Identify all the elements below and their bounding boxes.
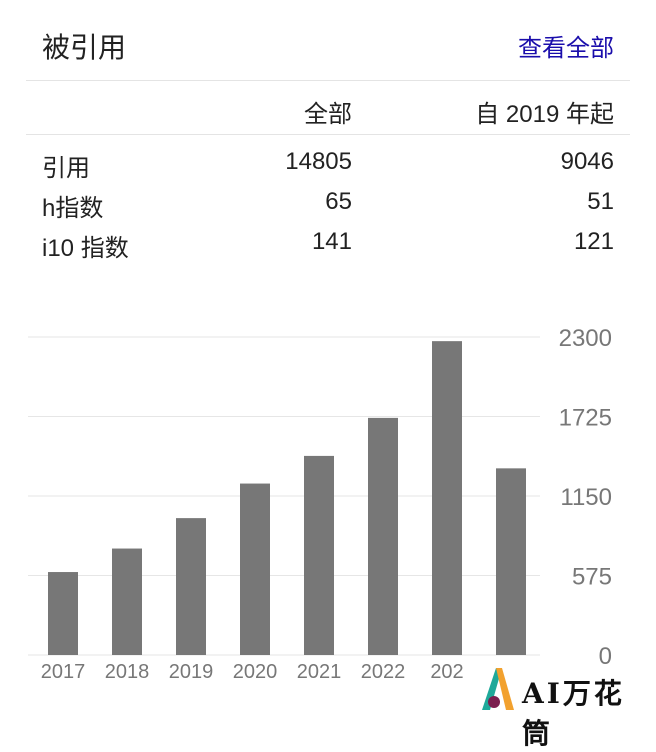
metric-since: 121: [573, 228, 614, 255]
table-row: h指数 65 51: [42, 188, 614, 228]
x-tick-label: 2019: [169, 661, 214, 683]
y-tick-label: 1725: [559, 405, 612, 432]
bar-2017[interactable]: [48, 572, 78, 655]
column-header-since: 自 2019 年起: [475, 101, 614, 128]
x-tick-label: 2020: [233, 661, 278, 683]
stats-body: 引用 14805 9046 h指数 65 51 i10 指数 141 121: [42, 148, 614, 268]
bar-2018[interactable]: [112, 548, 142, 655]
y-tick-label: 2300: [559, 325, 612, 352]
column-header-all: 全部: [304, 101, 352, 128]
citations-header: 被引用 查看全部: [42, 26, 614, 66]
bar-2022[interactable]: [368, 417, 398, 655]
bar-2023[interactable]: [432, 341, 462, 655]
metric-since: 51: [587, 188, 614, 215]
y-tick-label: 1150: [560, 484, 612, 511]
x-tick-label: 2017: [41, 661, 86, 683]
y-tick-label: 575: [572, 564, 612, 591]
watermark-logo-icon: [482, 668, 514, 710]
metric-all: 65: [325, 188, 352, 215]
x-tick-label: 202: [430, 661, 463, 683]
table-row: 引用 14805 9046: [42, 148, 614, 188]
y-tick-label: 0: [599, 643, 612, 670]
x-tick-label: 2018: [105, 661, 150, 683]
stats-header-divider: [26, 134, 630, 135]
metric-since: 9046: [560, 148, 614, 175]
view-all-link[interactable]: 查看全部: [518, 35, 614, 62]
metric-all: 141: [311, 228, 352, 255]
table-row: i10 指数 141 121: [42, 228, 614, 268]
x-tick-label: 2021: [297, 661, 342, 683]
metric-label: 引用: [42, 155, 90, 182]
page-title: 被引用: [42, 32, 127, 63]
header-divider: [26, 80, 630, 81]
citation-stats-table: 全部 自 2019 年起: [42, 94, 614, 134]
bar-2020[interactable]: [240, 483, 270, 655]
stats-header-row: 全部 自 2019 年起: [42, 94, 614, 134]
metric-label: h指数: [42, 195, 104, 222]
watermark: AI万花筒: [478, 664, 648, 750]
bar-2024[interactable]: [496, 468, 526, 655]
bar-2021[interactable]: [304, 455, 334, 655]
metric-all: 14805: [285, 148, 352, 175]
metric-label: i10 指数: [42, 235, 129, 262]
watermark-text: AI万花筒: [522, 677, 625, 750]
bar-2019[interactable]: [176, 518, 206, 655]
x-tick-label: 2022: [361, 661, 406, 683]
